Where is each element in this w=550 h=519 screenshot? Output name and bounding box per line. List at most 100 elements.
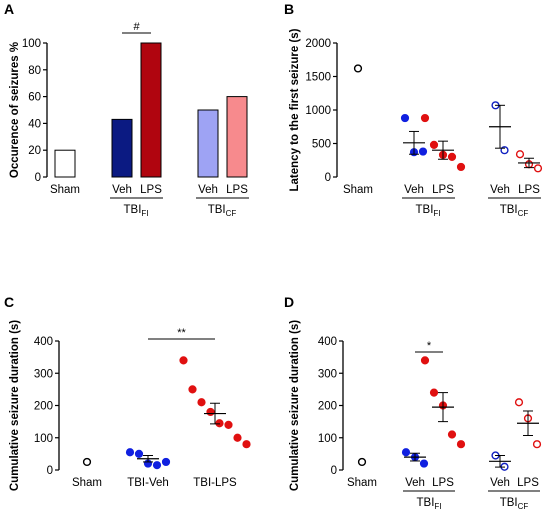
y-tick-label: 0 xyxy=(47,465,53,477)
data-point xyxy=(447,152,457,162)
y-tick-label: 100 xyxy=(34,433,53,445)
y-tick-label: 1000 xyxy=(305,105,331,117)
significance-marker: # xyxy=(133,21,140,33)
group-label: TBIFI xyxy=(416,204,441,218)
data-point xyxy=(353,64,363,73)
y-tick-label: 60 xyxy=(28,92,41,104)
y-tick-label: 0 xyxy=(35,172,41,184)
group-label-sub: FI xyxy=(433,209,440,218)
data-point xyxy=(456,440,466,449)
data-point xyxy=(420,356,430,365)
data-point xyxy=(215,419,224,428)
data-point xyxy=(125,448,135,457)
y-tick-label: 100 xyxy=(22,38,41,50)
significance-marker: ** xyxy=(177,327,186,339)
group-label: TBIFI xyxy=(124,204,149,218)
data-point xyxy=(420,113,430,123)
x-category-label: Veh xyxy=(490,477,510,489)
data-point xyxy=(401,448,411,457)
group-label: TBICF xyxy=(500,204,529,218)
y-axis-title: Occurence of seizures % xyxy=(9,42,21,178)
data-point xyxy=(515,150,525,159)
x-category-label: Sham xyxy=(72,477,102,489)
data-point xyxy=(206,407,215,417)
y-tick-label: 0 xyxy=(331,465,337,477)
bar xyxy=(197,109,219,178)
data-point xyxy=(161,457,171,467)
panel-label: D xyxy=(284,294,294,310)
significance-marker: * xyxy=(427,340,432,352)
x-category-label: LPS xyxy=(226,184,248,196)
data-point xyxy=(152,461,162,470)
x-category-label: TBI-Veh xyxy=(127,477,169,489)
data-point xyxy=(82,457,92,467)
y-tick-label: 80 xyxy=(28,65,41,77)
x-category-label: TBI-LPS xyxy=(193,477,237,489)
x-category-label: LPS xyxy=(518,184,540,196)
group-label-base: TBI xyxy=(500,204,518,216)
y-axis-title: Cumulative seizure duration (s) xyxy=(289,320,301,491)
data-point xyxy=(419,459,429,468)
x-category-label: Veh xyxy=(404,184,424,196)
data-point xyxy=(357,457,367,467)
data-point xyxy=(242,440,251,449)
data-point xyxy=(224,420,233,429)
x-category-label: LPS xyxy=(517,477,539,489)
y-axis-title: Latency to the first seizure (s) xyxy=(289,28,301,191)
group-label-base: TBI xyxy=(417,497,435,509)
bar xyxy=(54,149,76,178)
bar xyxy=(140,42,162,178)
group-label-sub: CF xyxy=(518,209,529,218)
data-point xyxy=(400,113,410,123)
data-point xyxy=(179,356,188,365)
data-point xyxy=(233,433,242,442)
group-label-sub: CF xyxy=(226,209,237,218)
data-point xyxy=(188,385,197,394)
data-point xyxy=(429,388,439,397)
y-tick-label: 1500 xyxy=(305,72,331,84)
bar xyxy=(111,118,133,178)
y-tick-label: 200 xyxy=(34,401,53,413)
data-point xyxy=(418,147,428,156)
group-label: TBICF xyxy=(500,497,529,511)
y-tick-label: 0 xyxy=(325,172,331,184)
y-tick-label: 2000 xyxy=(305,38,331,50)
data-point xyxy=(456,162,466,172)
x-category-label: Veh xyxy=(490,184,510,196)
panel-label: A xyxy=(4,1,14,17)
panel-b: B 0 500 1000 1500 2000 Latency to the first se… xyxy=(284,1,543,218)
bar xyxy=(226,96,248,178)
data-point xyxy=(134,449,144,458)
panel-d: D 0 100 200 300 400 Cumulative seizure duratio… xyxy=(284,294,542,511)
data-point xyxy=(429,140,439,149)
x-category-label: Sham xyxy=(50,184,80,196)
data-point xyxy=(447,430,457,439)
data-point xyxy=(533,164,543,173)
data-point xyxy=(514,398,524,407)
group-label-sub: CF xyxy=(518,502,529,511)
data-point xyxy=(197,398,206,407)
group-label-sub: FI xyxy=(434,502,441,511)
group-label-sub: FI xyxy=(141,209,148,218)
group-label-base: TBI xyxy=(124,204,142,216)
data-point xyxy=(532,440,542,449)
x-category-label: Sham xyxy=(347,477,377,489)
y-tick-label: 400 xyxy=(318,336,337,348)
x-category-label: LPS xyxy=(432,477,454,489)
x-category-label: Sham xyxy=(343,184,373,196)
group-label: TBICF xyxy=(208,204,237,218)
x-category-label: LPS xyxy=(140,184,162,196)
y-tick-label: 40 xyxy=(28,118,41,130)
panel-label: C xyxy=(4,294,14,310)
panel-c: C 0 100 200 300 400 Cumulative seizure duratio… xyxy=(4,294,251,491)
y-tick-label: 300 xyxy=(318,368,337,380)
y-axis-title: Cumulative seizure duration (s) xyxy=(9,320,21,491)
y-tick-label: 100 xyxy=(318,433,337,445)
y-tick-label: 300 xyxy=(34,368,53,380)
panel-label: B xyxy=(284,1,294,17)
group-label: TBIFI xyxy=(417,497,442,511)
x-category-label: Veh xyxy=(405,477,425,489)
x-category-label: Veh xyxy=(198,184,218,196)
